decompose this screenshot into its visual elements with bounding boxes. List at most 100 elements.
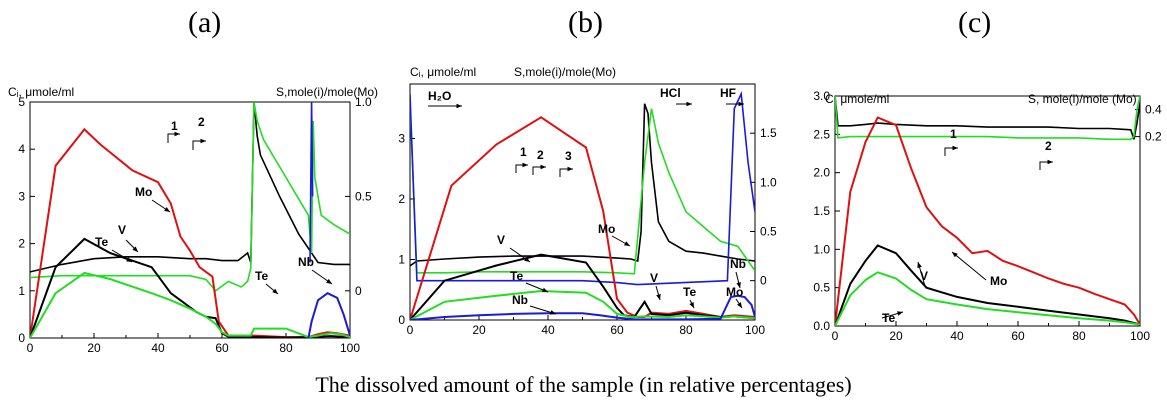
p0-arrow-head xyxy=(164,207,170,212)
panel-label-b: (b) xyxy=(568,6,603,39)
p0-arrow-head xyxy=(174,131,180,137)
p2-y-axis-title: C, μmole/ml xyxy=(825,92,889,106)
panel-label-c: (c) xyxy=(958,6,992,39)
p0-y2-tick-label: 0 xyxy=(355,284,362,298)
p1-x-tick-label: 60 xyxy=(610,323,624,337)
p0-annotation-te: Te xyxy=(95,235,108,249)
p1-annotation-hf: HF xyxy=(720,86,736,100)
p1-stoich-line-ste xyxy=(410,103,755,275)
p2-arrow-head xyxy=(897,311,903,316)
p2-x-tick-label: 60 xyxy=(1011,329,1025,343)
p1-arrow-head xyxy=(540,164,546,170)
p2-y-tick-label: 0.5 xyxy=(813,281,830,295)
p1-annotation-3: 3 xyxy=(565,149,572,163)
p1-y-tick-label: 1 xyxy=(398,252,405,266)
p1-plot-frame xyxy=(409,83,756,321)
p2-x-tick-label: 20 xyxy=(889,329,903,343)
p0-annotation-1: 1 xyxy=(171,119,178,133)
p0-y-axis-title: Cᵢ, μmole/ml xyxy=(8,85,74,99)
p2-y-tick-label: 0.0 xyxy=(813,319,830,333)
p0-x-tick-label: 40 xyxy=(151,341,165,355)
p2-x-tick-label: 80 xyxy=(1072,329,1086,343)
p1-stoich-line-sv xyxy=(410,103,755,267)
p1-y2-tick-label: 1.5 xyxy=(760,126,777,140)
p2-annotation-2: 2 xyxy=(1045,139,1052,153)
p0-y2-tick-label: 1.0 xyxy=(355,95,372,109)
p2-annotation-mo: Mo xyxy=(990,274,1007,288)
p2-annotation-arrow xyxy=(944,147,958,156)
p2-y2-tick-label: 0.2 xyxy=(1145,130,1162,144)
p0-x-tick-label: 20 xyxy=(87,341,101,355)
p1-series-line-te xyxy=(410,289,755,320)
p2-stoich-line-ste xyxy=(835,96,1140,141)
p1-y-axis-title: Cᵢ, μmole/ml xyxy=(410,65,476,79)
p1-series-line-v xyxy=(410,253,755,320)
p2-x-tick-label: 40 xyxy=(950,329,964,343)
p2-arrow-head xyxy=(917,262,922,268)
p1-arrow-head xyxy=(524,256,530,262)
p1-arrow-head xyxy=(656,294,661,300)
p1-annotation-hcl: HCl xyxy=(660,86,681,100)
p1-x-tick-label: 40 xyxy=(541,323,555,337)
p2-y-tick-label: 2.0 xyxy=(813,166,830,180)
p0-annotation-2: 2 xyxy=(198,115,205,129)
p1-arrow-head xyxy=(567,166,573,172)
p0-y2-tick-label: 0.5 xyxy=(355,189,372,203)
p1-arrow-head xyxy=(686,101,692,107)
p2-annotation-te: Te xyxy=(882,311,895,325)
p1-annotation-arrow xyxy=(532,166,546,175)
p1-annotation-v: V xyxy=(497,233,505,247)
p0-x-tick-label: 100 xyxy=(340,341,360,355)
p2-y-tick-label: 2.5 xyxy=(813,127,830,141)
p2-stoich-line-sv xyxy=(835,96,1140,140)
p1-y2-tick-label: 0 xyxy=(760,274,767,288)
p1-series-line-mo xyxy=(410,116,755,320)
p0-x-tick-label: 80 xyxy=(279,341,293,355)
p0-arrow-head xyxy=(132,246,138,252)
p1-annotation-te: Te xyxy=(510,269,523,283)
p2-y2-tick-label: 0.4 xyxy=(1145,103,1162,117)
x-axis-caption: The dissolved amount of the sample (in r… xyxy=(315,372,852,397)
p1-y-tick-label: 2 xyxy=(398,192,405,206)
p0-arrow-head xyxy=(200,138,206,144)
p2-y-tick-label: 3.0 xyxy=(813,89,830,103)
p0-arrow-head xyxy=(272,288,278,294)
p2-arrow-head xyxy=(1047,159,1053,165)
p2-x-tick-label: 0 xyxy=(832,329,839,343)
p1-annotation-nb: Nb xyxy=(512,293,528,307)
p2-arrow-head xyxy=(952,145,958,151)
p1-arrow-head xyxy=(550,310,556,315)
p1-y2-axis-title: S,mole(i)/mole(Mo) xyxy=(514,65,616,79)
p1-series-line-nb xyxy=(410,294,755,320)
p0-annotation-v: V xyxy=(118,223,126,237)
p1-annotation-arrow xyxy=(559,168,573,177)
p1-annotation-ho: H₂O xyxy=(428,89,451,103)
p2-y-tick-label: 1.5 xyxy=(813,204,830,218)
p2-annotation-arrow xyxy=(951,251,987,281)
p2-series-line-v xyxy=(835,244,1140,326)
p2-y2-axis-title: S, mole(i)/mole (Mo) xyxy=(1028,92,1137,106)
p1-annotation-2: 2 xyxy=(537,148,544,162)
p0-series-line-te xyxy=(30,271,350,338)
p0-stoich-line-snb xyxy=(309,102,314,263)
p1-y-tick-label: 0 xyxy=(398,313,405,327)
p0-y-tick-label: 5 xyxy=(18,95,25,109)
p1-annotation-te: Te xyxy=(683,285,696,299)
p1-annotation-mo: Mo xyxy=(726,285,743,299)
p0-y-tick-label: 1 xyxy=(18,284,25,298)
p0-stoich-line-ste xyxy=(30,102,350,292)
p1-y2-tick-label: 0.5 xyxy=(760,225,777,239)
p1-arrow-head xyxy=(736,282,741,288)
p2-series-line-te xyxy=(835,271,1140,326)
p2-y-tick-label: 1.0 xyxy=(813,242,830,256)
p1-arrow-head xyxy=(689,302,694,308)
p0-annotation-mo: Mo xyxy=(135,185,152,199)
p1-arrow-head xyxy=(522,162,528,168)
p1-annotation-mo: Mo xyxy=(598,222,615,236)
p1-annotation-nb: Nb xyxy=(730,257,746,271)
p2-annotation-v: V xyxy=(920,269,928,283)
p1-annotation-1: 1 xyxy=(520,145,527,159)
p1-arrow-head xyxy=(542,287,548,293)
p0-y-tick-label: 4 xyxy=(18,142,25,156)
